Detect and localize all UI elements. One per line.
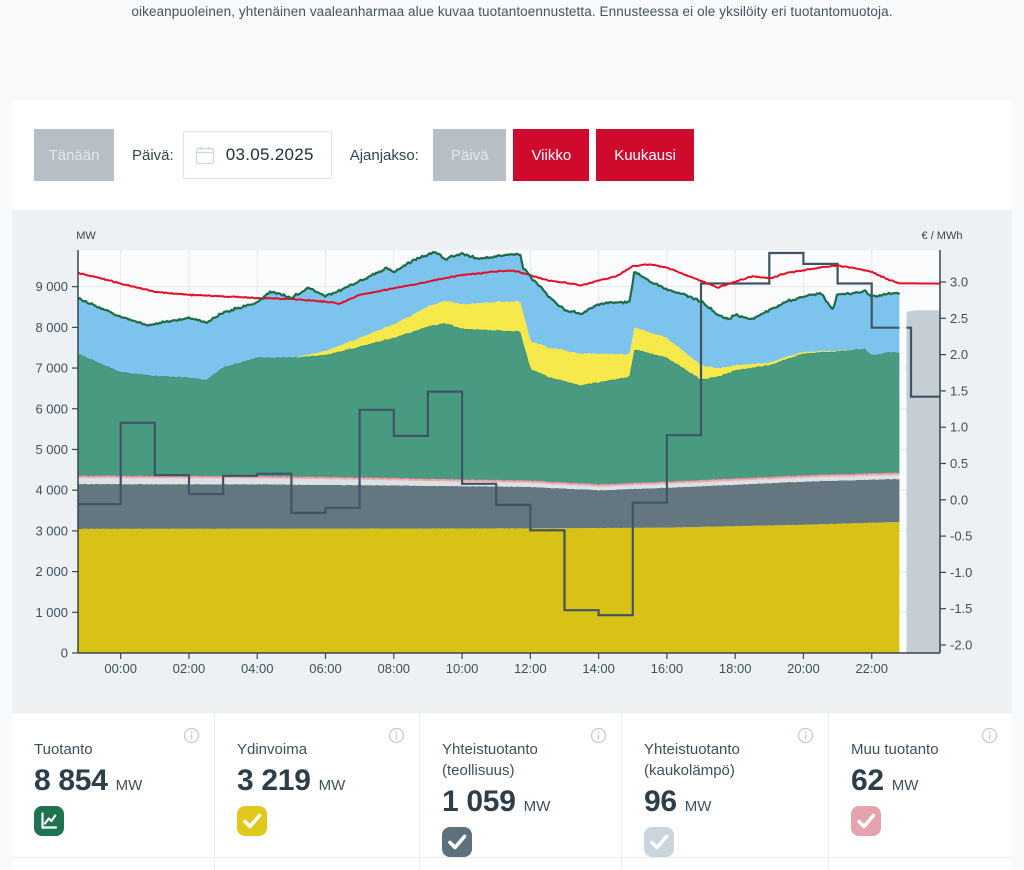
calendar-icon <box>195 146 214 165</box>
svg-text:-0.5: -0.5 <box>950 529 972 544</box>
info-icon[interactable] <box>388 727 405 744</box>
svg-text:-2.0: -2.0 <box>950 638 972 653</box>
card-unit: MW <box>684 798 712 815</box>
svg-text:-1.5: -1.5 <box>950 601 972 616</box>
card-label: Tuotanto <box>34 741 93 758</box>
svg-text:-1.0: -1.0 <box>950 565 972 580</box>
card-yhteistuotanto-kaukolampo: Yhteistuotanto (kaukolämpö) 96 MW <box>622 713 829 857</box>
svg-text:2.5: 2.5 <box>950 311 968 326</box>
svg-text:10:00: 10:00 <box>446 661 479 676</box>
svg-text:MW: MW <box>76 230 96 242</box>
svg-text:0: 0 <box>61 646 68 661</box>
dashboard-panel: Tänään Päivä: 03.05.2025 Ajanjakso: Päiv… <box>12 100 1012 870</box>
info-icon[interactable] <box>183 727 200 744</box>
svg-text:5 000: 5 000 <box>35 442 68 457</box>
card-ydinvoima: Ydinvoima 3 219 MW <box>215 713 420 857</box>
svg-text:14:00: 14:00 <box>582 661 615 676</box>
info-icon[interactable] <box>797 727 814 744</box>
svg-text:08:00: 08:00 <box>378 661 411 676</box>
card-label: Yhteistuotanto (teollisuus) <box>442 741 538 779</box>
svg-text:9 000: 9 000 <box>35 279 68 294</box>
card-value: 1 059 <box>442 785 516 818</box>
period-month-button[interactable]: Kuukausi <box>596 129 694 181</box>
card-unit: MW <box>891 777 919 794</box>
svg-text:€ / MWh: € / MWh <box>922 230 963 242</box>
card-value: 8 854 <box>34 764 108 797</box>
svg-text:22:00: 22:00 <box>855 661 888 676</box>
svg-text:20:00: 20:00 <box>787 661 820 676</box>
date-value: 03.05.2025 <box>225 145 314 164</box>
svg-text:0.5: 0.5 <box>950 456 968 471</box>
date-label: Päivä: <box>132 146 174 164</box>
info-icon[interactable] <box>981 727 998 744</box>
svg-text:02:00: 02:00 <box>173 661 206 676</box>
checkbox-checked-icon[interactable] <box>442 827 472 857</box>
line-chart-icon[interactable] <box>34 806 64 836</box>
checkbox-checked-icon[interactable] <box>851 806 881 836</box>
svg-text:2.0: 2.0 <box>950 347 968 362</box>
svg-text:6 000: 6 000 <box>35 401 68 416</box>
checkbox-checked-icon[interactable] <box>644 827 674 857</box>
checkbox-checked-icon[interactable] <box>237 806 267 836</box>
svg-text:04:00: 04:00 <box>241 661 274 676</box>
card-label: Muu tuotanto <box>851 741 939 758</box>
intro-text: oikeanpuoleinen, yhtenäinen vaaleanharma… <box>131 4 893 19</box>
next-cards-row <box>12 857 1012 870</box>
card-tuotanto: Tuotanto 8 854 MW <box>12 713 215 857</box>
summary-cards: Tuotanto 8 854 MW Ydinvoima 3 219 MW Yht… <box>12 712 1012 857</box>
card-unit: MW <box>523 798 551 815</box>
card-muu-tuotanto: Muu tuotanto 62 MW <box>829 713 1012 857</box>
period-day-button[interactable]: Päivä <box>432 129 507 181</box>
svg-text:16:00: 16:00 <box>651 661 684 676</box>
card-unit: MW <box>318 777 346 794</box>
svg-text:06:00: 06:00 <box>309 661 342 676</box>
svg-text:7 000: 7 000 <box>35 361 68 376</box>
card-label: Ydinvoima <box>237 741 308 758</box>
svg-text:2 000: 2 000 <box>35 564 68 579</box>
production-chart[interactable]: 0 1 000 2 000 3 000 4 000 5 000 6 000 7 000 8 00… <box>12 210 1012 712</box>
period-label: Ajanjakso: <box>349 146 419 164</box>
date-input[interactable]: 03.05.2025 <box>182 131 332 179</box>
svg-text:3 000: 3 000 <box>35 523 68 538</box>
card-value: 96 <box>644 785 677 818</box>
today-button[interactable]: Tänään <box>34 129 114 181</box>
svg-text:3.0: 3.0 <box>950 275 968 290</box>
svg-text:4 000: 4 000 <box>35 483 68 498</box>
card-yhteistuotanto-teollisuus: Yhteistuotanto (teollisuus) 1 059 MW <box>420 713 622 857</box>
card-value: 62 <box>851 764 884 797</box>
svg-text:1.5: 1.5 <box>950 383 968 398</box>
controls-bar: Tänään Päivä: 03.05.2025 Ajanjakso: Päiv… <box>12 100 1012 210</box>
svg-text:18:00: 18:00 <box>719 661 752 676</box>
card-value: 3 219 <box>237 764 311 797</box>
info-icon[interactable] <box>590 727 607 744</box>
card-unit: MW <box>115 777 143 794</box>
svg-text:1.0: 1.0 <box>950 420 968 435</box>
period-week-button[interactable]: Viikko <box>513 129 590 181</box>
svg-text:1 000: 1 000 <box>35 605 68 620</box>
svg-text:8 000: 8 000 <box>35 320 68 335</box>
svg-text:0.0: 0.0 <box>950 492 968 507</box>
card-label: Yhteistuotanto (kaukolämpö) <box>644 741 740 779</box>
svg-text:00:00: 00:00 <box>104 661 137 676</box>
svg-text:12:00: 12:00 <box>514 661 547 676</box>
